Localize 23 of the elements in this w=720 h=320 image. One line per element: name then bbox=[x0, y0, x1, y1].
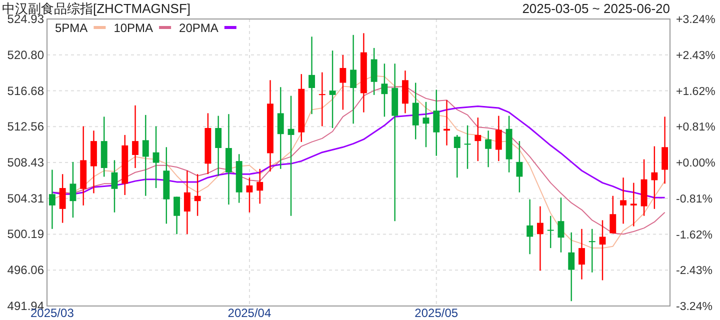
y-tick-label: 500.19 bbox=[7, 227, 44, 242]
x-tick-label: 2025/04 bbox=[228, 306, 272, 320]
y-tick-label: 520.80 bbox=[7, 48, 44, 62]
legend-label: 5PMA bbox=[55, 21, 88, 35]
legend-label: 20PMA bbox=[179, 21, 218, 35]
legend-label: 10PMA bbox=[114, 21, 154, 35]
y-tick-label: 504.31 bbox=[7, 191, 44, 206]
y2-tick-label: -0.81% bbox=[676, 193, 712, 206]
y-tick-label: 512.56 bbox=[7, 120, 44, 134]
y-tick-label: 496.06 bbox=[7, 263, 44, 278]
y2-tick-label: -3.24% bbox=[676, 301, 712, 313]
y2-tick-label: -2.43% bbox=[676, 265, 712, 278]
y-tick-label: 508.43 bbox=[7, 156, 44, 170]
y2-tick-label: +0.81% bbox=[676, 122, 716, 134]
chart-subtitle: 2025-03-05 ~ 2025-06-20 bbox=[522, 1, 670, 16]
y2-tick-label: +2.43% bbox=[676, 50, 716, 62]
y-tick-label: 516.68 bbox=[7, 84, 44, 98]
y2-tick-label: +0.00% bbox=[676, 158, 716, 170]
y2-tick-label: +3.24% bbox=[676, 14, 716, 26]
chart-title: 中汉副食品综指[ZHCTMAGNSF] bbox=[2, 1, 190, 16]
y2-tick-label: +1.62% bbox=[676, 86, 716, 98]
x-tick-label: 2025/05 bbox=[414, 306, 458, 320]
y2-tick-label: -1.62% bbox=[676, 229, 712, 242]
